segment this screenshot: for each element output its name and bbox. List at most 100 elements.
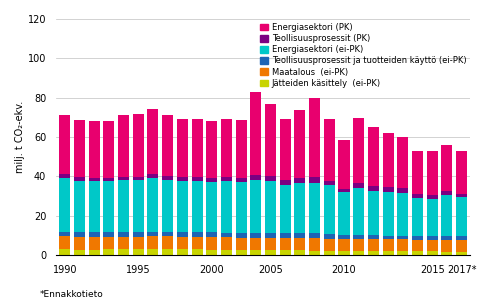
Bar: [89, 250, 100, 255]
Bar: [148, 175, 158, 178]
Bar: [265, 104, 276, 176]
Bar: [383, 236, 394, 239]
Bar: [74, 181, 85, 232]
Bar: [162, 249, 173, 255]
Bar: [338, 192, 349, 235]
Bar: [177, 237, 188, 249]
Bar: [250, 238, 261, 250]
Bar: [250, 233, 261, 238]
Bar: [412, 198, 423, 236]
Bar: [383, 192, 394, 236]
Bar: [221, 250, 232, 255]
Bar: [162, 236, 173, 249]
Bar: [206, 121, 217, 178]
Bar: [368, 251, 379, 255]
Bar: [177, 249, 188, 255]
Bar: [309, 251, 320, 255]
Bar: [324, 234, 335, 239]
Bar: [441, 191, 452, 195]
Legend: Energiasektori (PK), Teollisuusprosessit (PK), Energiasektori (ei-PK), Teollisuu: Energiasektori (PK), Teollisuusprosessit…: [260, 23, 466, 88]
Bar: [368, 239, 379, 251]
Bar: [353, 251, 364, 255]
Bar: [427, 195, 438, 199]
Bar: [456, 252, 467, 255]
Bar: [397, 239, 408, 251]
Bar: [250, 175, 261, 180]
Bar: [368, 235, 379, 239]
Bar: [353, 188, 364, 235]
Bar: [441, 145, 452, 191]
Bar: [456, 240, 467, 252]
Bar: [133, 232, 144, 237]
Bar: [206, 250, 217, 255]
Bar: [74, 250, 85, 255]
Bar: [309, 183, 320, 233]
Bar: [338, 189, 349, 192]
Bar: [236, 182, 246, 233]
Bar: [353, 118, 364, 183]
Bar: [441, 252, 452, 255]
Bar: [221, 178, 232, 182]
Bar: [441, 240, 452, 252]
Bar: [456, 194, 467, 197]
Bar: [280, 250, 291, 255]
Bar: [177, 181, 188, 232]
Bar: [280, 233, 291, 238]
Bar: [162, 232, 173, 236]
Bar: [441, 236, 452, 240]
Bar: [427, 236, 438, 240]
Bar: [427, 252, 438, 255]
Bar: [324, 119, 335, 181]
Bar: [294, 178, 306, 183]
Bar: [206, 178, 217, 182]
Bar: [236, 233, 246, 238]
Bar: [89, 181, 100, 232]
Bar: [60, 175, 70, 178]
Bar: [60, 249, 70, 255]
Bar: [383, 133, 394, 187]
Bar: [294, 110, 306, 178]
Bar: [74, 120, 85, 177]
Bar: [118, 232, 129, 237]
Bar: [280, 119, 291, 180]
Bar: [103, 178, 115, 181]
Bar: [383, 239, 394, 251]
Bar: [353, 183, 364, 188]
Bar: [118, 177, 129, 180]
Bar: [265, 181, 276, 233]
Bar: [280, 238, 291, 250]
Bar: [383, 187, 394, 192]
Bar: [191, 237, 203, 249]
Bar: [133, 249, 144, 255]
Bar: [397, 188, 408, 193]
Bar: [162, 180, 173, 232]
Bar: [353, 239, 364, 251]
Bar: [89, 232, 100, 237]
Bar: [456, 236, 467, 240]
Bar: [177, 119, 188, 177]
Bar: [294, 250, 306, 255]
Bar: [265, 250, 276, 255]
Bar: [191, 249, 203, 255]
Bar: [60, 115, 70, 175]
Bar: [412, 252, 423, 255]
Bar: [60, 178, 70, 232]
Bar: [427, 240, 438, 252]
Bar: [250, 250, 261, 255]
Bar: [236, 178, 246, 182]
Bar: [133, 177, 144, 180]
Bar: [103, 232, 115, 237]
Bar: [236, 238, 246, 250]
Bar: [89, 178, 100, 181]
Bar: [427, 199, 438, 236]
Bar: [338, 235, 349, 239]
Bar: [265, 176, 276, 181]
Text: *Ennakkotieto: *Ennakkotieto: [39, 290, 103, 299]
Bar: [148, 249, 158, 255]
Y-axis label: milj. t CO₂-ekv.: milj. t CO₂-ekv.: [15, 101, 25, 173]
Bar: [221, 237, 232, 250]
Bar: [280, 180, 291, 185]
Bar: [324, 185, 335, 234]
Bar: [309, 233, 320, 238]
Bar: [397, 236, 408, 239]
